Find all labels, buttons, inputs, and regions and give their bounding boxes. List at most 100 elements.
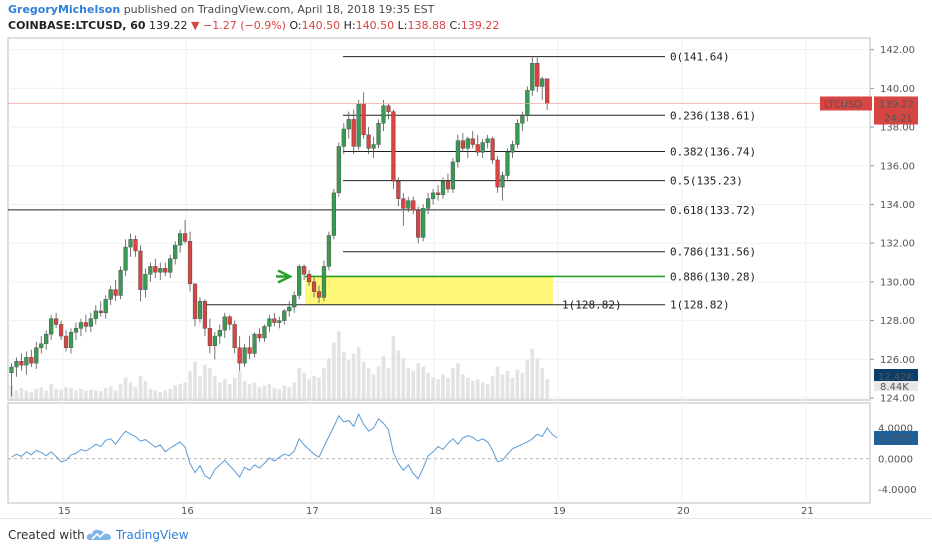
candle-body (535, 63, 540, 87)
close-label: C: (449, 19, 461, 32)
volume-bar (510, 377, 515, 400)
candle-body (430, 192, 436, 199)
volume-bar (337, 331, 341, 400)
y-tick-label: 124.00 (880, 394, 915, 405)
candle-body (262, 326, 267, 339)
indicator-tick-label: 0.0000 (878, 454, 913, 465)
time-axis[interactable]: 15 16 17 18 19 20 21 (58, 506, 814, 517)
author-link[interactable]: GregoryMichelson (8, 3, 121, 16)
x-tick-label: 19 (553, 506, 566, 517)
open-value: 140.50 (301, 19, 341, 32)
fib-label: 0(141.64) (670, 51, 730, 64)
volume-bar (24, 390, 29, 400)
volume-bar (525, 360, 530, 400)
volume-bar (153, 390, 158, 400)
candle-body (460, 140, 465, 149)
candle-body (58, 324, 64, 337)
volume-bar (163, 390, 168, 400)
volume-bar (14, 390, 19, 400)
volume-bar (237, 371, 242, 400)
volume-bar (317, 377, 321, 400)
volume-bar (346, 360, 351, 400)
candle-body (252, 333, 257, 354)
candle-body (178, 233, 183, 246)
volume-bar (391, 336, 396, 400)
indicator-value: 2.7075 (878, 434, 913, 445)
volume-bar (168, 388, 172, 400)
candle-body (93, 310, 98, 319)
candle-body (510, 144, 515, 153)
candle-body (292, 295, 297, 308)
candle-body (68, 332, 74, 348)
volume-bar (208, 368, 212, 400)
indicator-tick-label: -4.0000 (878, 485, 917, 496)
volume-bar (213, 376, 217, 400)
volume-tag-2 (874, 381, 918, 391)
candle-body (435, 192, 441, 196)
volume-bar (198, 376, 202, 400)
volume-bar (441, 374, 445, 400)
indicator-pane-frame (7, 402, 871, 504)
symbol-tag-label: LTCUSD (824, 99, 862, 110)
volume-bar (376, 366, 381, 400)
volume-bar (327, 358, 331, 400)
candle-body (54, 318, 59, 325)
candle-body (44, 333, 49, 345)
volume-bar (108, 386, 113, 400)
candle-body (148, 266, 153, 275)
candle-body (153, 266, 158, 273)
y-tick-label: 138.00 (880, 123, 915, 134)
volume-bar (520, 372, 525, 400)
indicator-layer: 4.0000 0.0000 -4.0000 2.7075 (8, 412, 918, 496)
price-chart[interactable]: 0(141.64) 0.236(138.61) 0.382(136.74) 0.5(1… (0, 0, 932, 518)
volume-bar (480, 382, 485, 400)
candle-body (83, 322, 88, 327)
candle-body (267, 318, 272, 327)
volume-bar (381, 356, 386, 400)
candle-body (356, 103, 361, 147)
volume-bars (9, 331, 549, 400)
candle-body (212, 335, 217, 346)
indicator-line (11, 412, 558, 480)
volume-bar (401, 358, 406, 400)
volume-bar (287, 387, 292, 400)
y-tick-label: 142.00 (880, 45, 915, 56)
x-tick-label: 15 (58, 506, 71, 517)
candle-body (336, 146, 341, 194)
volume-bar (262, 385, 267, 400)
volume-bar (128, 382, 133, 400)
indicator-tick-label: 4.0000 (878, 424, 913, 435)
volume-bar (535, 358, 540, 400)
candle-body (371, 144, 376, 149)
candle-body (386, 105, 391, 112)
candle-body (108, 289, 113, 300)
candle-body (500, 175, 505, 188)
fib-label: 0.786(131.56) (670, 246, 756, 259)
volume-bar (74, 390, 78, 400)
volume-bar (426, 372, 430, 400)
candle-body (128, 239, 133, 248)
x-tick-label: 16 (181, 506, 194, 517)
candle-body (545, 78, 550, 104)
volume-bar (54, 388, 58, 400)
down-arrow-icon: ▼ (191, 19, 200, 32)
x-tick-label: 18 (429, 506, 442, 517)
candle-body (24, 357, 29, 366)
volume-bar (19, 388, 24, 400)
candle-body (49, 318, 54, 335)
volume-bar (436, 379, 440, 400)
volume-bar (103, 388, 108, 400)
volume-bar (89, 389, 93, 400)
volume-bar (123, 377, 128, 400)
volume-bar (272, 388, 277, 400)
volume-bar (143, 380, 148, 400)
candle-body (192, 283, 198, 319)
candle-body (406, 200, 411, 209)
candle-body (381, 105, 386, 124)
candle-body (515, 123, 520, 145)
fib-label: 0.886(130.28) (670, 270, 756, 283)
tradingview-brand[interactable]: TradingView (116, 528, 189, 542)
zone-layer (305, 276, 553, 305)
price-axis[interactable]: 142.00 140.00 138.00 136.00 134.00 132.00 130.… (8, 45, 915, 405)
